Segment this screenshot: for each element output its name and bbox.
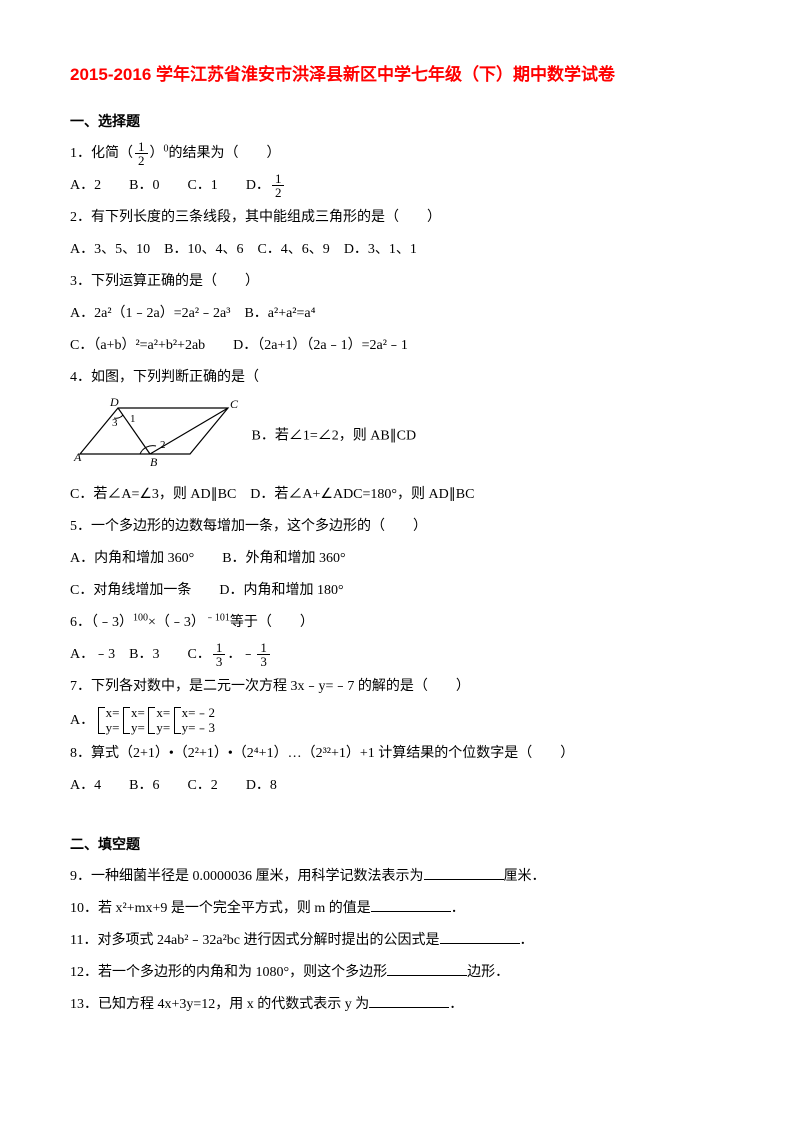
- q9-blank[interactable]: [424, 865, 504, 880]
- q2-opt-d: D．3、1、1: [344, 242, 417, 257]
- question-1-options: A．2 B．0 C．1 D．12: [70, 172, 730, 200]
- spacer: [70, 804, 730, 818]
- question-8: 8．算式（2+1）•（2²+1）•（2⁴+1）…（2³²+1）+1 计算结果的个…: [70, 740, 730, 768]
- section-1-heading: 一、选择题: [70, 109, 730, 134]
- q10-b: ．: [451, 901, 465, 916]
- q6-opt-a: A．﹣3: [70, 647, 115, 662]
- question-2-options: A．3、5、10 B．10、4、6 C．4、6、9 D．3、1、1: [70, 236, 730, 264]
- q5-opt-c: C．对角线增加一条: [70, 583, 191, 598]
- q12-b: 边形．: [467, 965, 509, 980]
- q7-opt-a: A．: [70, 713, 94, 728]
- question-4: 4．如图，下列判断正确的是（: [70, 364, 730, 392]
- q10-blank[interactable]: [371, 897, 451, 912]
- q3-opt-c: C．（a+b）²=a²+b²+2ab: [70, 338, 205, 353]
- q7-system-1: x= y=: [98, 705, 120, 736]
- fraction-half: 12: [135, 140, 148, 167]
- q6-exp1: 100: [133, 612, 148, 623]
- parallelogram-figure: A B C D 1 2 3: [70, 396, 240, 477]
- q3-opt-a: A．2a²（1﹣2a）=2a²﹣2a³: [70, 306, 230, 321]
- q3-opt-d: D．（2a+1）（2a﹣1）=2a²﹣1: [233, 338, 408, 353]
- label-2: 2: [160, 439, 166, 451]
- label-1: 1: [130, 413, 136, 425]
- question-7-options: A． x= y= x= y= x= y= x=﹣2 y=﹣3: [70, 705, 730, 736]
- label-D: D: [109, 396, 119, 409]
- question-4-options-cd: C．若∠A=∠3，则 AD∥BC D．若∠A+∠ADC=180°，则 AD∥BC: [70, 481, 730, 509]
- q2-opt-c: C．4、6、9: [257, 242, 329, 257]
- label-B: B: [150, 455, 158, 466]
- q8-opt-a: A．4: [70, 778, 101, 793]
- q8-opt-c: C．2: [187, 778, 217, 793]
- question-5-options-cd: C．对角线增加一条 D．内角和增加 180°: [70, 577, 730, 605]
- q4-opt-d: D．若∠A+∠ADC=180°，则 AD∥BC: [250, 487, 474, 502]
- question-6-options: A．﹣3 B．3 C．13．﹣13: [70, 641, 730, 669]
- q13-blank[interactable]: [369, 993, 449, 1008]
- q11-b: ．: [520, 933, 534, 948]
- q5-opt-a: A．内角和增加 360°: [70, 551, 194, 566]
- question-13: 13．已知方程 4x+3y=12，用 x 的代数式表示 y 为 ．: [70, 991, 730, 1019]
- fraction-third-d: 13: [257, 641, 270, 668]
- fraction-third-c: 13: [213, 641, 226, 668]
- question-3-options-ab: A．2a²（1﹣2a）=2a²﹣2a³ B．a²+a²=a⁴: [70, 300, 730, 328]
- q1-stem-b: ）: [150, 146, 164, 161]
- question-7: 7．下列各对数中，是二元一次方程 3x﹣y=﹣7 的解的是（ ）: [70, 673, 730, 701]
- q4-opt-b: B．若∠1=∠2，则 AB∥CD: [252, 429, 417, 444]
- q1-opt-d: D．: [246, 178, 270, 193]
- q5-opt-d: D．内角和增加 180°: [219, 583, 343, 598]
- q7-system-2: x= y=: [123, 705, 145, 736]
- question-6: 6．（﹣3）100×（﹣3）﹣101等于（ ）: [70, 609, 730, 637]
- question-12: 12．若一个多边形的内角和为 1080°，则这个多边形 边形．: [70, 959, 730, 987]
- question-3-options-cd: C．（a+b）²=a²+b²+2ab D．（2a+1）（2a﹣1）=2a²﹣1: [70, 332, 730, 360]
- q8-opt-b: B．6: [129, 778, 159, 793]
- q7-system-3: x= y=: [148, 705, 170, 736]
- q13-b: ．: [449, 997, 463, 1012]
- fraction-half-d: 12: [272, 172, 285, 199]
- q12-blank[interactable]: [387, 961, 467, 976]
- label-A: A: [73, 450, 82, 464]
- q9-b: 厘米．: [504, 869, 546, 884]
- question-8-options: A．4 B．6 C．2 D．8: [70, 772, 730, 800]
- question-5: 5．一个多边形的边数每增加一条，这个多边形的（ ）: [70, 513, 730, 541]
- q1-opt-c: C．1: [187, 178, 217, 193]
- q1-stem-a: 1．化简（: [70, 146, 133, 161]
- q1-opt-a: A．2: [70, 178, 101, 193]
- q6-mid: ×（﹣3）: [148, 615, 205, 630]
- q12-a: 12．若一个多边形的内角和为 1080°，则这个多边形: [70, 965, 387, 980]
- section-2-heading: 二、填空题: [70, 832, 730, 857]
- question-3: 3．下列运算正确的是（ ）: [70, 268, 730, 296]
- q3-opt-b: B．a²+a²=a⁴: [244, 306, 315, 321]
- q2-opt-a: A．3、5、10: [70, 242, 150, 257]
- q11-blank[interactable]: [440, 929, 520, 944]
- q11-a: 11．对多项式 24ab²﹣32a²bc 进行因式分解时提出的公因式是: [70, 933, 440, 948]
- q5-opt-b: B．外角和增加 360°: [222, 551, 345, 566]
- q6-exp2: ﹣101: [205, 612, 230, 623]
- label-3: 3: [112, 417, 118, 429]
- q1-stem-c: 的结果为（ ）: [169, 146, 281, 161]
- question-9: 9．一种细菌半径是 0.0000036 厘米，用科学记数法表示为 厘米．: [70, 863, 730, 891]
- question-10: 10．若 x²+mx+9 是一个完全平方式，则 m 的值是 ．: [70, 895, 730, 923]
- exam-title: 2015-2016 学年江苏省淮安市洪泽县新区中学七年级（下）期中数学试卷: [70, 60, 730, 91]
- question-4-figure-row: A B C D 1 2 3 B．若∠1=∠2，则 AB∥CD: [70, 396, 730, 477]
- q4-opt-c: C．若∠A=∠3，则 AD∥BC: [70, 487, 236, 502]
- q7-system-4: x=﹣2 y=﹣3: [174, 705, 215, 736]
- q10-a: 10．若 x²+mx+9 是一个完全平方式，则 m 的值是: [70, 901, 371, 916]
- question-11: 11．对多项式 24ab²﹣32a²bc 进行因式分解时提出的公因式是 ．: [70, 927, 730, 955]
- q6-opt-d: ．﹣: [227, 647, 255, 662]
- question-5-options-ab: A．内角和增加 360° B．外角和增加 360°: [70, 545, 730, 573]
- label-C: C: [230, 397, 239, 411]
- q2-opt-b: B．10、4、6: [164, 242, 243, 257]
- q6-opt-b: B．3: [129, 647, 159, 662]
- q6-end: 等于（ ）: [230, 615, 314, 630]
- q1-opt-b: B．0: [129, 178, 159, 193]
- q6-opt-c: C．: [187, 647, 210, 662]
- exam-page: 2015-2016 学年江苏省淮安市洪泽县新区中学七年级（下）期中数学试卷 一、…: [0, 0, 800, 1063]
- q6-a: 6．（﹣3）: [70, 615, 133, 630]
- q9-a: 9．一种细菌半径是 0.0000036 厘米，用科学记数法表示为: [70, 869, 424, 884]
- q8-opt-d: D．8: [246, 778, 277, 793]
- question-1: 1．化简（12）0的结果为（ ）: [70, 140, 730, 168]
- q13-a: 13．已知方程 4x+3y=12，用 x 的代数式表示 y 为: [70, 997, 369, 1012]
- question-2: 2．有下列长度的三条线段，其中能组成三角形的是（ ）: [70, 204, 730, 232]
